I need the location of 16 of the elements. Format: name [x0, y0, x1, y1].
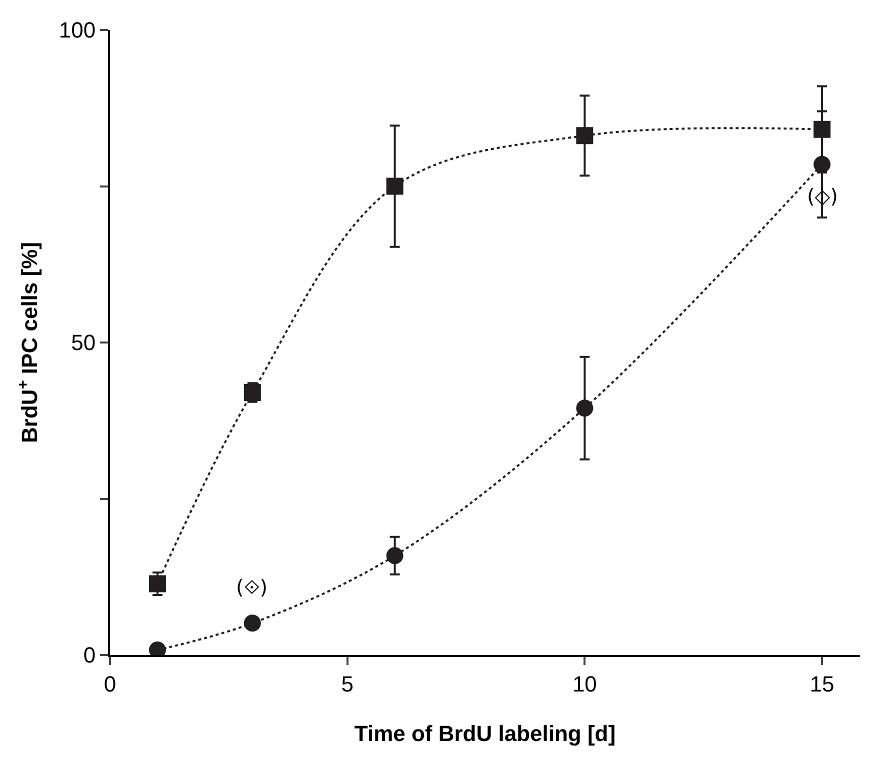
point: [386, 178, 404, 195]
x-tick-label: 5: [341, 671, 354, 696]
point: [576, 400, 594, 417]
x-tick-label: 10: [572, 671, 597, 696]
point: [576, 127, 594, 144]
x-tick-label: 15: [810, 671, 834, 696]
point: [386, 547, 404, 564]
point: [148, 575, 166, 592]
y-tick-label: 100: [58, 18, 96, 43]
annotation: (⟐): [236, 575, 268, 599]
x-axis-title: Time of BrdU labeling [d]: [354, 720, 616, 746]
y-tick-label: 0: [83, 642, 96, 668]
point: [814, 156, 831, 173]
point: [244, 614, 261, 632]
y-tick-label: 50: [71, 330, 96, 356]
x-tick-label: 0: [104, 671, 116, 696]
